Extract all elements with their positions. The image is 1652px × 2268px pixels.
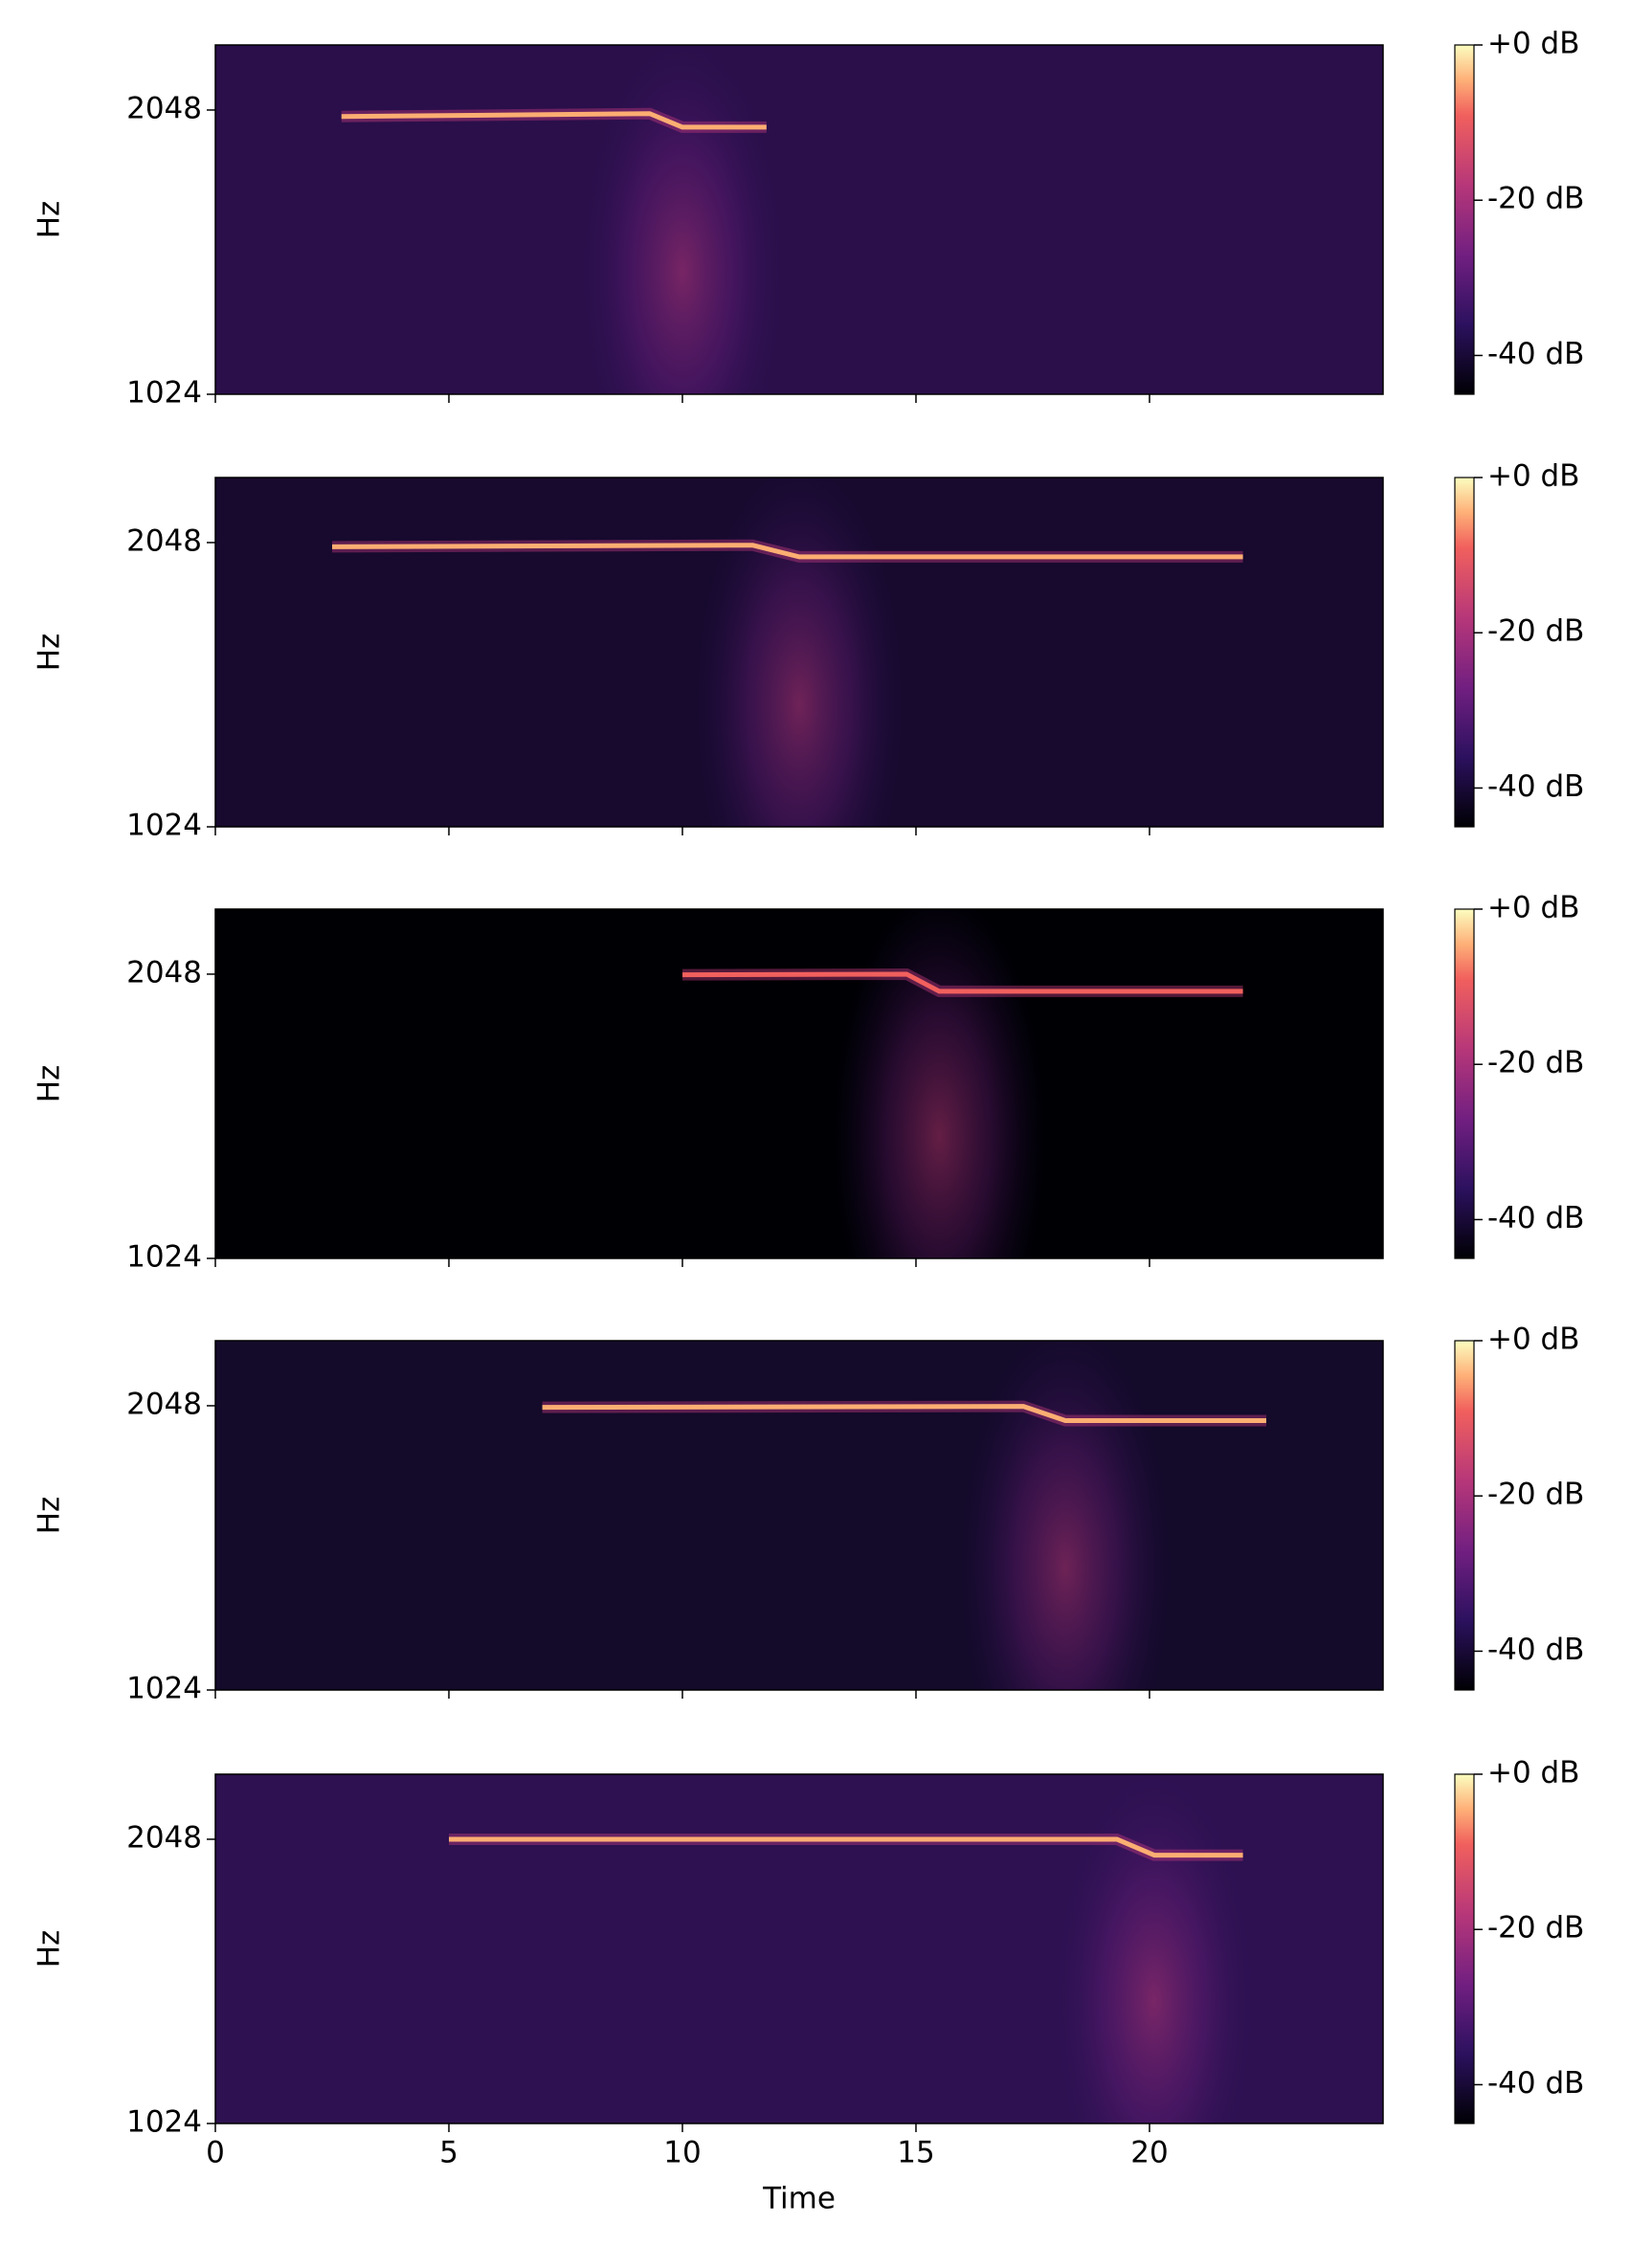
- plot-frame: [214, 908, 1384, 1259]
- y-tick-label: 1024: [126, 376, 202, 411]
- colorbar-tick-label: -40 dB: [1487, 1633, 1584, 1667]
- plot-background: [215, 909, 1383, 1258]
- colorbar-tick-label: -40 dB: [1487, 337, 1584, 371]
- colorbar: [1454, 44, 1475, 395]
- whistle-track: [449, 1836, 1243, 1858]
- plot-frame: [214, 44, 1384, 395]
- energy-glow: [960, 1341, 1172, 1690]
- colorbar: [1454, 1773, 1475, 2124]
- energy-glow: [577, 45, 788, 394]
- plot-area: [542, 1341, 1266, 1690]
- y-tick-label: 2048: [126, 955, 202, 989]
- colorbar-tick-label: -40 dB: [1487, 2066, 1584, 2101]
- colorbar-tick-label: +0 dB: [1487, 459, 1580, 494]
- y-axis-label: Hz: [33, 1065, 67, 1103]
- whistle-track: [341, 111, 767, 130]
- x-tick-label: 10: [663, 2136, 701, 2170]
- y-tick-label: 2048: [126, 91, 202, 125]
- y-axis-label: Hz: [33, 1497, 67, 1535]
- x-tick-label: 0: [206, 2136, 225, 2170]
- colorbar: [1454, 908, 1475, 1259]
- colorbar-tick-label: -40 dB: [1487, 1201, 1584, 1235]
- y-tick-label: 2048: [126, 523, 202, 558]
- plot-frame: [214, 1340, 1384, 1691]
- colorbar-tick-label: +0 dB: [1487, 1756, 1580, 1790]
- y-tick-label: 2048: [126, 1820, 202, 1855]
- plot-frame: [214, 1773, 1384, 2124]
- y-axis-label: Hz: [33, 1930, 67, 1968]
- whistle-track: [542, 1404, 1266, 1424]
- y-tick-label: 1024: [126, 809, 202, 843]
- plot-frame: [214, 477, 1384, 828]
- y-tick-label: 2048: [126, 1387, 202, 1421]
- plot-area: [331, 478, 1243, 827]
- colorbar-tick-label: -20 dB: [1487, 1478, 1584, 1512]
- energy-glow: [834, 909, 1045, 1258]
- y-axis-label: Hz: [33, 634, 67, 672]
- plot-background: [215, 45, 1383, 394]
- x-axis-label: Time: [762, 2182, 836, 2216]
- whistle-track: [331, 543, 1243, 560]
- colorbar: [1454, 477, 1475, 828]
- x-tick-label: 20: [1130, 2136, 1168, 2170]
- colorbar-tick-label: -40 dB: [1487, 769, 1584, 804]
- energy-glow: [694, 478, 904, 827]
- plot-area: [681, 909, 1243, 1258]
- x-tick-label: 15: [897, 2136, 934, 2170]
- plot-area: [341, 45, 788, 394]
- colorbar: [1454, 1340, 1475, 1691]
- colorbar-tick-label: -20 dB: [1487, 182, 1584, 216]
- plot-area: [449, 1774, 1260, 2123]
- energy-glow: [1048, 1774, 1260, 2123]
- y-tick-label: 1024: [126, 1240, 202, 1275]
- whistle-track: [681, 971, 1243, 994]
- colorbar-tick-label: +0 dB: [1487, 27, 1580, 61]
- colorbar-tick-label: -20 dB: [1487, 614, 1584, 649]
- colorbar-tick-label: +0 dB: [1487, 1323, 1580, 1357]
- y-tick-label: 1024: [126, 2105, 202, 2140]
- plot-background: [215, 1341, 1383, 1690]
- x-tick-label: 5: [439, 2136, 458, 2170]
- colorbar-tick-label: -20 dB: [1487, 1911, 1584, 1946]
- colorbar-tick-label: +0 dB: [1487, 891, 1580, 925]
- colorbar-tick-label: -20 dB: [1487, 1046, 1584, 1080]
- y-axis-label: Hz: [33, 201, 67, 239]
- y-tick-label: 1024: [126, 1672, 202, 1706]
